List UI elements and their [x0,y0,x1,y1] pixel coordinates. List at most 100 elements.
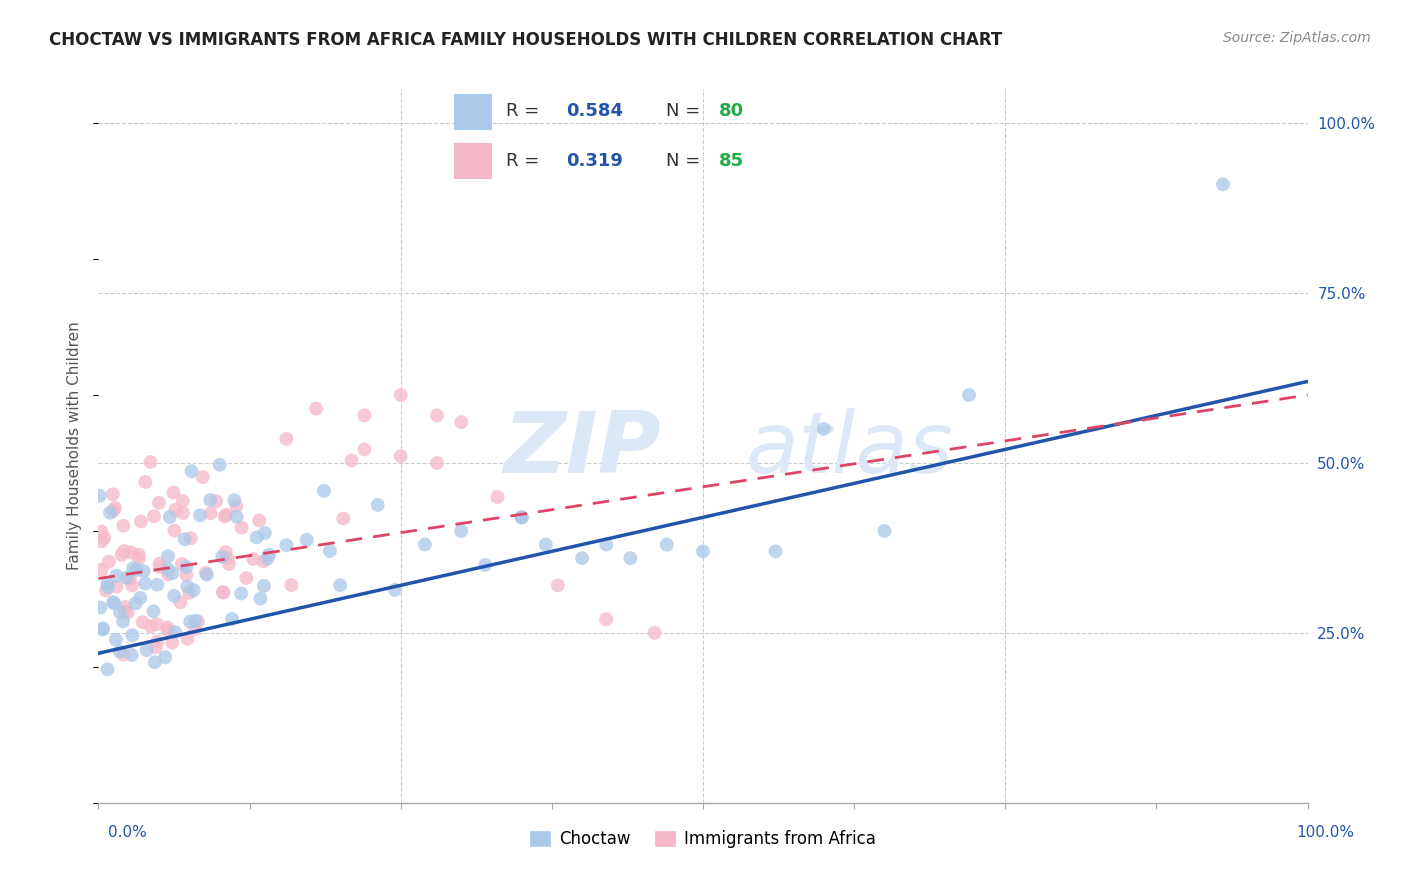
Point [112,615,135,629]
Text: N =: N = [666,152,706,169]
Text: R =: R = [506,152,546,169]
Point [235,571,257,585]
Point [765,544,787,558]
Point [176,560,198,574]
FancyBboxPatch shape [454,144,491,178]
Point [104,632,127,647]
Point [450,524,472,538]
Point [426,409,449,423]
Point [183,622,205,636]
Point [145,640,167,655]
Point [142,604,165,618]
Point [217,551,239,566]
Legend: Choctaw, Immigrants from Africa: Choctaw, Immigrants from Africa [524,824,882,855]
Point [211,549,233,564]
Point [117,606,139,620]
Point [129,515,152,529]
Point [104,500,127,515]
Point [305,401,328,416]
Text: 85: 85 [718,152,744,169]
Text: 80: 80 [718,103,744,120]
Point [595,537,617,551]
Point [450,415,472,429]
Point [135,643,157,657]
Point [256,551,278,566]
Text: CHOCTAW VS IMMIGRANTS FROM AFRICA FAMILY HOUSEHOLDS WITH CHILDREN CORRELATION CH: CHOCTAW VS IMMIGRANTS FROM AFRICA FAMILY… [49,31,1002,49]
Point [149,560,172,574]
Point [215,508,238,522]
Point [231,521,253,535]
Point [208,458,231,472]
Point [1212,178,1234,192]
Point [93,531,115,545]
Point [163,589,186,603]
Point [89,489,111,503]
Point [162,635,184,649]
Point [90,563,112,577]
Point [225,499,247,513]
Point [957,388,980,402]
Point [103,595,125,609]
Point [90,524,112,539]
Point [253,526,276,541]
Text: Source: ZipAtlas.com: Source: ZipAtlas.com [1223,31,1371,45]
Point [134,475,156,489]
Point [157,567,180,582]
Point [547,578,569,592]
Point [329,578,352,592]
Point [112,648,135,662]
Point [486,490,509,504]
Point [110,548,132,562]
Point [159,510,181,524]
Point [247,513,270,527]
Point [215,545,238,559]
Point [276,432,298,446]
Point [89,600,111,615]
Text: 0.0%: 0.0% [108,825,148,840]
Point [103,504,125,518]
Point [148,557,170,571]
Point [534,537,557,551]
Point [242,552,264,566]
Point [413,537,436,551]
Point [143,655,166,669]
Point [121,578,143,592]
Point [108,644,131,658]
Point [510,510,533,524]
Point [179,615,201,629]
Point [146,578,169,592]
Point [205,494,228,508]
Point [187,615,209,629]
Point [224,493,246,508]
Point [170,557,193,571]
Point [132,615,155,630]
Point [97,580,120,594]
Point [134,576,156,591]
Point [146,634,169,648]
Point [571,551,593,566]
Point [156,562,179,576]
Point [191,470,214,484]
Point [97,662,120,676]
Point [145,617,167,632]
Point [340,453,363,467]
Point [176,580,198,594]
Point [180,464,202,478]
Point [280,578,302,592]
Point [253,579,276,593]
Point [169,595,191,609]
Y-axis label: Family Households with Children: Family Households with Children [67,322,83,570]
Point [184,614,207,628]
Point [114,604,136,618]
Point [873,524,896,538]
Point [295,533,318,547]
Point [97,555,120,569]
Point [172,506,194,520]
Point [231,586,253,600]
Point [128,548,150,562]
Point [246,530,269,544]
Point [619,551,641,566]
Point [353,409,375,423]
Point [692,544,714,558]
Point [128,551,150,566]
